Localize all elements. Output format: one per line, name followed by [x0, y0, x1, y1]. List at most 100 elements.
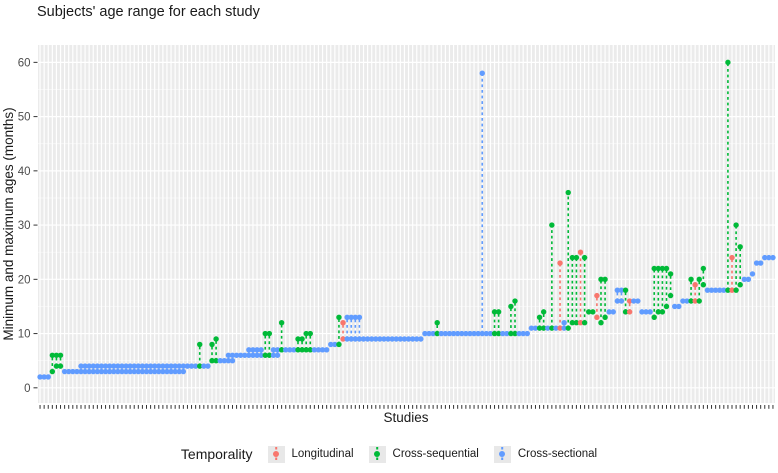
plot-panel	[38, 45, 775, 403]
study-min-point	[303, 347, 309, 353]
study-max-point	[143, 363, 150, 369]
study-max-point	[626, 298, 633, 304]
study-min-point	[86, 368, 92, 375]
study-min-point	[37, 374, 43, 380]
study-min-point	[217, 357, 223, 364]
study-max-point	[725, 59, 731, 66]
study-max-point	[213, 336, 219, 342]
study-min-point	[197, 363, 203, 369]
study-min-point	[201, 363, 207, 369]
study-min-point	[315, 347, 322, 353]
study-min-point	[676, 303, 682, 310]
study-max-point	[258, 347, 264, 353]
study-max-point	[565, 189, 571, 196]
study-min-point	[119, 368, 125, 375]
study-min-point	[508, 330, 514, 337]
study-max-point	[663, 265, 670, 272]
study-min-point	[90, 368, 96, 375]
study-min-point	[377, 336, 383, 342]
study-min-point	[635, 298, 641, 304]
study-max-point	[225, 352, 232, 358]
study-min-point	[680, 298, 686, 304]
study-min-point	[770, 254, 776, 261]
study-min-point	[368, 336, 375, 342]
study-max-point	[111, 363, 117, 369]
study-min-point	[475, 330, 481, 337]
study-min-point	[344, 336, 350, 342]
study-min-point	[295, 347, 301, 353]
study-min-point	[274, 352, 281, 358]
study-min-point	[753, 260, 760, 266]
study-max-point	[348, 314, 354, 320]
study-max-point	[729, 254, 735, 261]
study-min-point	[659, 309, 666, 315]
study-max-point	[303, 330, 309, 337]
study-max-point	[119, 363, 125, 369]
y-tick-label: 10	[18, 329, 31, 341]
study-max-point	[262, 330, 268, 337]
legend-label: Longitudinal	[291, 448, 354, 460]
study-min-point	[123, 368, 129, 375]
study-min-point	[172, 368, 178, 375]
study-min-point	[397, 336, 404, 342]
study-min-point	[389, 336, 395, 342]
study-min-point	[41, 374, 47, 380]
study-max-point	[147, 363, 154, 369]
study-min-point	[491, 330, 498, 337]
study-max-point	[602, 276, 608, 283]
study-max-point	[508, 303, 514, 310]
study-min-point	[602, 314, 608, 320]
study-min-point	[741, 276, 747, 283]
study-min-point	[283, 347, 289, 353]
study-max-point	[123, 363, 129, 369]
y-tick-label: 40	[18, 166, 31, 178]
study-min-point	[712, 287, 719, 293]
study-min-point	[184, 363, 191, 369]
x-axis-label: Studies	[383, 410, 428, 425]
study-min-point	[696, 298, 702, 304]
study-max-point	[352, 314, 359, 320]
study-min-point	[287, 347, 293, 353]
study-min-point	[504, 330, 510, 337]
study-min-point	[725, 287, 731, 293]
legend-item-cross-sectional: Cross-sectional	[493, 445, 597, 463]
study-max-point	[278, 320, 285, 326]
study-min-point	[688, 298, 694, 304]
study-max-point	[598, 276, 604, 283]
legend-item-cross-sequential: Cross-sequential	[368, 445, 479, 463]
study-min-point	[516, 330, 522, 337]
study-min-point	[409, 336, 416, 342]
study-min-point	[512, 330, 518, 337]
y-tick-label: 50	[18, 112, 31, 124]
study-max-point	[573, 254, 580, 261]
study-min-point	[594, 314, 600, 320]
study-min-point	[729, 287, 735, 293]
study-max-point	[569, 254, 576, 261]
study-min-point	[626, 309, 633, 315]
study-max-point	[98, 363, 105, 369]
study-min-point	[610, 309, 616, 315]
study-min-point	[561, 325, 567, 331]
study-min-point	[684, 298, 690, 304]
study-min-point	[262, 352, 268, 358]
study-min-point	[373, 336, 379, 342]
study-min-point	[266, 352, 273, 358]
study-max-point	[655, 265, 662, 272]
study-max-point	[82, 363, 88, 369]
study-min-point	[483, 330, 490, 337]
study-min-point	[700, 282, 707, 288]
study-min-point	[749, 271, 756, 277]
study-max-point	[618, 287, 625, 293]
study-min-point	[766, 254, 772, 261]
study-min-point	[127, 368, 133, 375]
study-min-point	[438, 330, 445, 337]
study-min-point	[209, 357, 215, 364]
study-min-point	[61, 368, 68, 375]
study-max-point	[700, 265, 707, 272]
study-min-point	[631, 298, 637, 304]
y-tick-label: 60	[18, 57, 31, 69]
study-max-point	[491, 309, 498, 315]
study-max-point	[160, 363, 166, 369]
study-max-point	[139, 363, 146, 369]
study-min-point	[336, 341, 342, 348]
